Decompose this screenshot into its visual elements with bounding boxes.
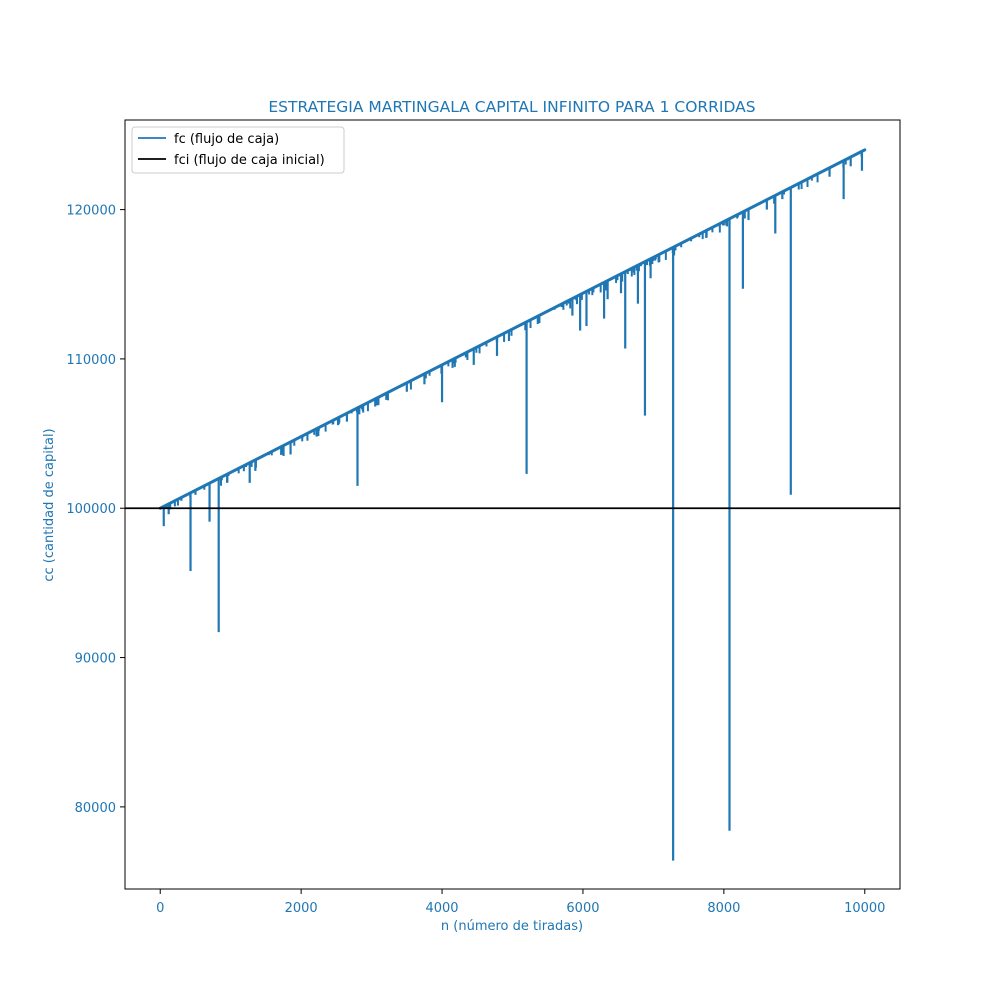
plot-frame — [124, 119, 901, 890]
y-tick-label: 100000 — [66, 502, 116, 517]
y-tick-label: 90000 — [75, 652, 116, 667]
chart-title: ESTRATEGIA MARTINGALA CAPITAL INFINITO P… — [268, 98, 755, 116]
legend-label-fc: fc (flujo de caja) — [174, 132, 279, 147]
x-tick-label: 0 — [156, 901, 164, 916]
x-axis-label: n (número de tiradas) — [441, 919, 583, 934]
fc-trend-line — [158, 148, 867, 510]
legend-box — [131, 126, 345, 174]
y-tick-label: 80000 — [75, 801, 116, 816]
x-tick-label: 4000 — [425, 901, 458, 916]
x-axis: 0 2000 4000 6000 8000 10000 — [156, 889, 885, 916]
plot-area — [124, 119, 901, 890]
y-tick-label: 110000 — [66, 353, 116, 368]
x-tick-label: 8000 — [707, 901, 740, 916]
x-tick-label: 2000 — [285, 901, 318, 916]
legend-label-fci: fci (flujo de caja inicial) — [174, 153, 325, 168]
legend: fc (flujo de caja) fci (flujo de caja in… — [131, 126, 345, 174]
y-tick-label: 120000 — [66, 204, 116, 219]
y-axis: 80000 90000 100000 110000 120000 — [66, 204, 125, 816]
y-axis-label: cc (cantidad de capital) — [42, 428, 57, 581]
x-tick-label: 6000 — [566, 901, 599, 916]
x-tick-label: 10000 — [844, 901, 885, 916]
series-fc-line — [158, 148, 867, 861]
